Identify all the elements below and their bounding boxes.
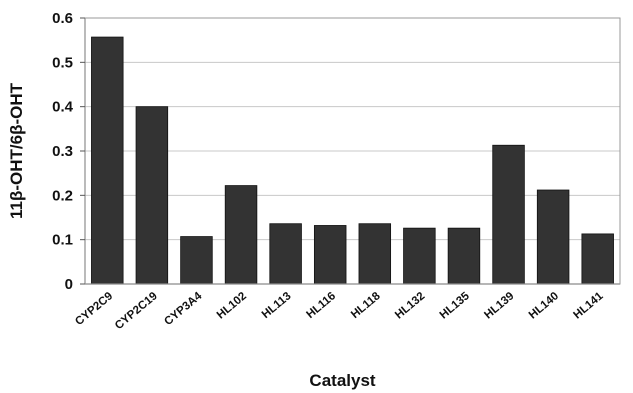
x-tick-label: CYP3A4 xyxy=(162,290,204,328)
y-tick-label: 0.4 xyxy=(52,99,74,116)
x-tick-label: HL132 xyxy=(393,290,427,321)
x-tick-label: HL102 xyxy=(215,290,249,321)
bar-hl113 xyxy=(269,223,302,285)
bar-hl141 xyxy=(581,233,614,285)
x-tick-label: HL118 xyxy=(349,290,383,321)
bar-hl139 xyxy=(492,144,525,285)
bar-hl135 xyxy=(447,227,481,285)
y-tick-label: 0.1 xyxy=(52,232,73,249)
bar-hl116 xyxy=(313,225,347,285)
x-tick-label: CYP2C9 xyxy=(73,290,115,328)
y-tick-label: 0 xyxy=(65,276,73,293)
x-tick-label: HL141 xyxy=(571,290,606,322)
bar-hl102 xyxy=(224,185,258,285)
gridlines xyxy=(85,61,620,241)
y-tick-label: 0.2 xyxy=(52,187,73,204)
bar-cyp2c19 xyxy=(135,106,169,285)
x-tick-label: CYP2C19 xyxy=(113,290,160,332)
bar-hl140 xyxy=(536,189,570,285)
x-axis-title: Catalyst xyxy=(309,371,375,390)
y-tick-labels: 0 0.1 0.2 0.3 0.4 0.5 0.6 xyxy=(52,10,85,293)
x-tick-label: HL140 xyxy=(527,290,561,321)
x-tick-label: HL139 xyxy=(482,290,516,321)
bar-cyp3a4 xyxy=(180,236,213,285)
y-axis-title: 11β-OHT/6β-OHT xyxy=(7,82,26,219)
x-tick-label: HL135 xyxy=(438,290,473,322)
x-tick-label: HL116 xyxy=(304,290,338,321)
bar-cyp2c9 xyxy=(91,36,124,285)
x-tick-label: HL113 xyxy=(260,290,294,321)
bar-hl118 xyxy=(358,223,392,285)
bars xyxy=(91,36,614,285)
bar-hl132 xyxy=(403,227,436,285)
y-tick-label: 0.5 xyxy=(52,54,73,71)
y-tick-label: 0.3 xyxy=(52,143,73,160)
y-tick-label: 0.6 xyxy=(52,10,73,27)
